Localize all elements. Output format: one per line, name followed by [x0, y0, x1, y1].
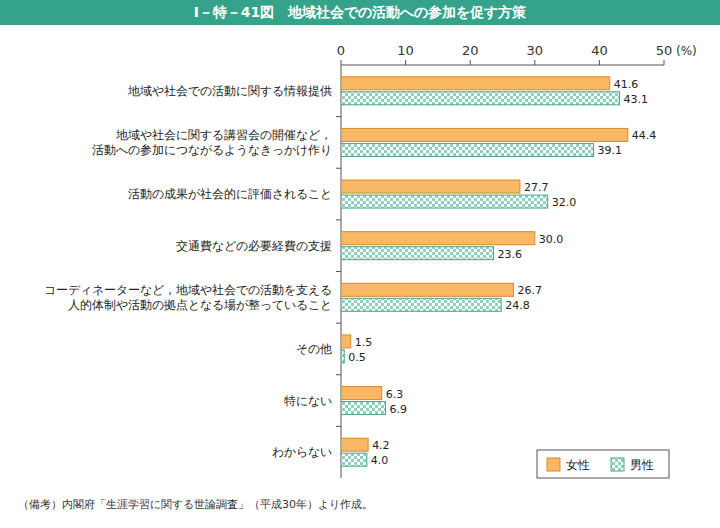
y-tick [336, 168, 341, 169]
background [0, 0, 720, 528]
data-label: 44.4 [632, 129, 657, 142]
data-label: 39.1 [598, 144, 623, 157]
y-tick [336, 271, 341, 272]
data-label: 24.8 [505, 299, 530, 312]
bar [341, 387, 382, 400]
data-label: 1.5 [355, 336, 373, 349]
x-tick-label: 0 [337, 43, 345, 58]
bar [341, 298, 501, 311]
category-line: 特にない [284, 394, 332, 408]
category-label: 地域や社会に関する講習会の開催など，活動への参加につながるようなきっかけ作り [92, 128, 332, 157]
y-tick [336, 374, 341, 375]
x-tick [470, 60, 471, 65]
note: （備考）内閣府「生涯学習に関する世論調査」（平成30年）より作成。 [18, 498, 373, 511]
bar [341, 453, 367, 466]
x-tick [599, 60, 600, 65]
bar [341, 438, 368, 451]
bars [341, 77, 628, 466]
x-tick-label: 30 [527, 43, 544, 58]
category-line: わからない [272, 445, 332, 459]
category-line: その他 [296, 342, 332, 356]
bar [341, 247, 493, 260]
y-tick [336, 323, 341, 324]
bar [341, 180, 520, 193]
y-tick [336, 426, 341, 427]
x-tick-label: 40 [591, 43, 608, 58]
data-label: 6.9 [390, 403, 408, 416]
title: Ⅰ－特－41図 地域社会での活動への参加を促す方策 [194, 4, 528, 20]
data-label: 4.2 [372, 439, 390, 452]
category-line: 地域や社会での活動に関する情報提供 [127, 84, 332, 98]
category-line: 人的体制や活動の拠点となる場が整っていること [68, 298, 332, 312]
legend-label: 男性 [630, 458, 654, 472]
category-line: 交通費などの必要経費の支援 [176, 239, 332, 253]
data-label: 4.0 [371, 454, 389, 467]
data-label: 30.0 [539, 233, 564, 246]
legend-swatch [611, 458, 624, 471]
category-label: 地域や社会での活動に関する情報提供 [127, 84, 332, 98]
x-tick [405, 60, 406, 65]
data-label: 32.0 [552, 196, 577, 209]
bar [341, 335, 351, 348]
x-tick [341, 60, 342, 65]
category-label: その他 [296, 342, 332, 356]
data-label: 41.6 [614, 78, 639, 91]
data-label: 27.7 [524, 181, 549, 194]
data-label: 26.7 [517, 284, 542, 297]
category-label: 特にない [284, 394, 332, 408]
bar [341, 283, 513, 296]
bar [341, 92, 619, 105]
data-label: 43.1 [623, 93, 648, 106]
category-line: 活動への参加につながるようなきっかけ作り [92, 143, 332, 157]
bar [341, 195, 548, 208]
bar [341, 77, 610, 90]
data-label: 0.5 [348, 351, 366, 364]
data-label: 6.3 [386, 388, 404, 401]
x-axis-line [341, 65, 664, 66]
legend-swatch [547, 458, 560, 471]
bar [341, 128, 628, 141]
title-band [0, 0, 720, 25]
category-line: コーディネーターなど，地域や社会での活動を支える [44, 283, 332, 297]
bar [341, 143, 594, 156]
y-tick [336, 116, 341, 117]
bar [341, 232, 535, 245]
x-tick-label: 20 [462, 43, 479, 58]
category-line: 活動の成果が社会的に評価されること [128, 187, 332, 201]
x-tick-label: 50 [656, 43, 673, 58]
category-label: コーディネーターなど，地域や社会での活動を支える人的体制や活動の拠点となる場が整… [44, 283, 332, 312]
chart: Ⅰ－特－41図 地域社会での活動への参加を促す方策 0 10 20 30 40 50(%) 地… [0, 0, 720, 528]
legend-box [537, 450, 669, 478]
bar [341, 350, 344, 363]
x-tick-label: 10 [397, 43, 414, 58]
data-label: 23.6 [497, 248, 522, 261]
legend-label: 女性 [566, 458, 590, 472]
bar [341, 402, 386, 415]
x-axis-label: (%) [676, 44, 697, 58]
category-label: 交通費などの必要経費の支援 [176, 239, 332, 253]
category-line: 地域や社会に関する講習会の開催など， [115, 128, 332, 142]
category-label: 活動の成果が社会的に評価されること [128, 187, 332, 201]
y-tick [336, 219, 341, 220]
category-label: わからない [272, 445, 332, 459]
x-tick [534, 60, 535, 65]
x-tick [664, 60, 665, 65]
